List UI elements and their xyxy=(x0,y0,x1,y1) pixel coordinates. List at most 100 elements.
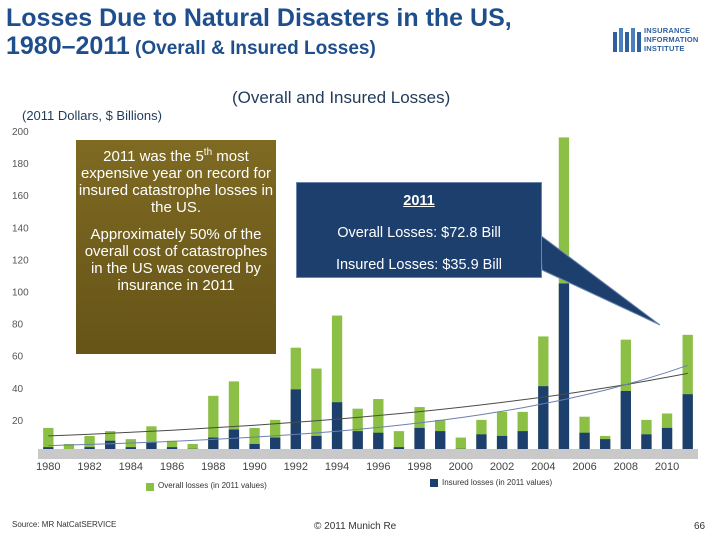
bar-overall-1997 xyxy=(393,431,405,452)
title-subtitle: (Overall & Insured Losses) xyxy=(129,38,376,59)
x-tick-label: 1988 xyxy=(201,461,225,473)
y-tick-label: 40 xyxy=(12,384,24,395)
annotation-text-2: Approximately 50% of the overall cost of… xyxy=(84,226,268,294)
x-tick-label: 1996 xyxy=(366,461,390,473)
page-number: 66 xyxy=(694,521,706,532)
bar-insured-2003 xyxy=(517,431,528,452)
bar-overall-1985 xyxy=(146,426,157,452)
y-tick-label: 20 xyxy=(12,416,24,427)
bar-overall-1995 xyxy=(352,408,363,452)
x-tick-label: 1998 xyxy=(407,461,431,473)
x-tick-label: 1994 xyxy=(325,461,349,473)
bar-insured-2006 xyxy=(579,432,590,452)
title-years: 1980–2011 xyxy=(6,32,130,60)
x-tick-label: 1984 xyxy=(119,461,143,473)
callout-insured-losses: Insured Losses: $35.9 Bill xyxy=(335,257,503,273)
legend-overall-losses: Overall losses (in 2011 values) xyxy=(158,481,267,490)
x-tick-label: 2008 xyxy=(614,461,638,473)
y-tick-label: 120 xyxy=(12,255,29,266)
bar-insured-2007 xyxy=(600,439,611,452)
y-axis-units: (2011 Dollars, $ Billions) xyxy=(22,108,162,123)
bar-insured-1985 xyxy=(146,442,157,452)
y-tick-label: 60 xyxy=(12,352,24,363)
x-tick-label: 1982 xyxy=(77,461,101,473)
bar-overall-1989 xyxy=(228,381,240,452)
bar-insured-1990 xyxy=(249,443,260,452)
bar-insured-2005 xyxy=(558,283,570,452)
x-tick-label: 2010 xyxy=(655,461,679,473)
y-tick-label: 200 xyxy=(12,127,29,138)
iii-logo-text: INSURANCE INFORMATION INSTITUTE xyxy=(644,26,712,53)
annotation-text-1-pre: 2011 was the 5 xyxy=(103,148,204,165)
source-note: Source: MR NatCatSERVICE xyxy=(12,520,117,529)
iii-logo-icon xyxy=(613,28,641,52)
y-tick-label: 140 xyxy=(12,223,29,234)
annotation-text-1: 2011 was the 5th most expensive year on … xyxy=(78,144,274,216)
bar-overall-1981 xyxy=(63,443,75,452)
bar-insured-2004 xyxy=(538,386,549,452)
bar-insured-2010 xyxy=(661,427,673,452)
bar-overall-2011 xyxy=(682,334,693,452)
bar-insured-1993 xyxy=(311,435,322,452)
x-tick-label: 2004 xyxy=(531,461,555,473)
legend-insured-losses: Insured losses (in 2011 values) xyxy=(442,478,553,487)
callout-year: 2011 xyxy=(403,193,435,209)
bar-overall-1994 xyxy=(331,315,343,452)
bar-insured-1999 xyxy=(435,431,446,452)
legend-swatch-overall xyxy=(146,483,154,491)
logo-line-1: INSURANCE xyxy=(644,26,691,35)
bar-insured-1983 xyxy=(105,440,116,452)
bar-insured-2009 xyxy=(641,434,652,452)
x-tick-label: 2000 xyxy=(449,461,473,473)
bar-insured-1994 xyxy=(331,402,343,452)
title-line-1: Losses Due to Natural Disasters in the U… xyxy=(6,4,512,32)
bar-insured-2011 xyxy=(682,394,693,452)
annotation-box-gold: 2011 was the 5th most expensive year on … xyxy=(76,140,276,354)
logo-line-3: INSTITUTE xyxy=(644,44,685,53)
bar-insured-2001 xyxy=(476,434,487,452)
bar-overall-1993 xyxy=(311,368,322,452)
y-tick-label: 100 xyxy=(12,288,29,299)
y-tick-label: 80 xyxy=(12,320,24,331)
copyright-note: © 2011 Munich Re xyxy=(314,521,397,532)
bar-insured-2008 xyxy=(620,391,631,452)
bar-insured-1992 xyxy=(290,389,301,452)
bar-insured-1995 xyxy=(352,431,363,452)
bar-overall-1990 xyxy=(249,427,260,452)
bar-insured-1989 xyxy=(228,429,240,452)
bar-insured-1991 xyxy=(270,437,281,452)
bar-overall-2000 xyxy=(455,437,466,452)
chart-title: (Overall and Insured Losses) xyxy=(232,88,451,107)
bar-insured-1998 xyxy=(414,427,425,452)
bar-overall-1988 xyxy=(208,395,219,452)
iii-logo: INSURANCE INFORMATION INSTITUTE xyxy=(612,24,712,56)
legend-swatch-insured xyxy=(430,479,438,487)
bar-overall-1986 xyxy=(166,440,178,452)
title-line-2: 1980–2011 (Overall & Insured Losses) xyxy=(6,32,596,63)
annotation-text-1-sup: th xyxy=(203,147,213,158)
bar-overall-1987 xyxy=(187,443,198,452)
annotation-text-1-post: most expensive year on record for insure… xyxy=(78,148,274,216)
bar-overall-2002 xyxy=(496,411,508,452)
x-tick-label: 1990 xyxy=(242,461,266,473)
x-tick-label: 1980 xyxy=(36,461,60,473)
x-tick-label: 1986 xyxy=(160,461,184,473)
x-tick-label: 2002 xyxy=(490,461,514,473)
y-tick-label: 180 xyxy=(12,159,29,170)
bar-overall-1984 xyxy=(125,439,136,452)
bar-insured-1988 xyxy=(208,437,219,452)
bar-overall-1996 xyxy=(373,399,384,452)
x-tick-label: 1992 xyxy=(284,461,308,473)
bar-overall-1980 xyxy=(43,427,54,452)
bar-insured-1996 xyxy=(373,432,384,452)
bar-insured-2002 xyxy=(496,435,508,452)
trend-line-insured xyxy=(48,364,688,447)
y-tick-label: 160 xyxy=(12,191,29,202)
callout-2011: 2011 Overall Losses: $72.8 Bill Insured … xyxy=(296,182,542,278)
x-tick-label: 2006 xyxy=(572,461,596,473)
trend-line-overall xyxy=(48,372,688,437)
slide-title: Losses Due to Natural Disasters in the U… xyxy=(6,4,596,63)
logo-line-2: INFORMATION xyxy=(644,35,699,44)
callout-overall-losses: Overall Losses: $72.8 Bill xyxy=(337,225,501,241)
